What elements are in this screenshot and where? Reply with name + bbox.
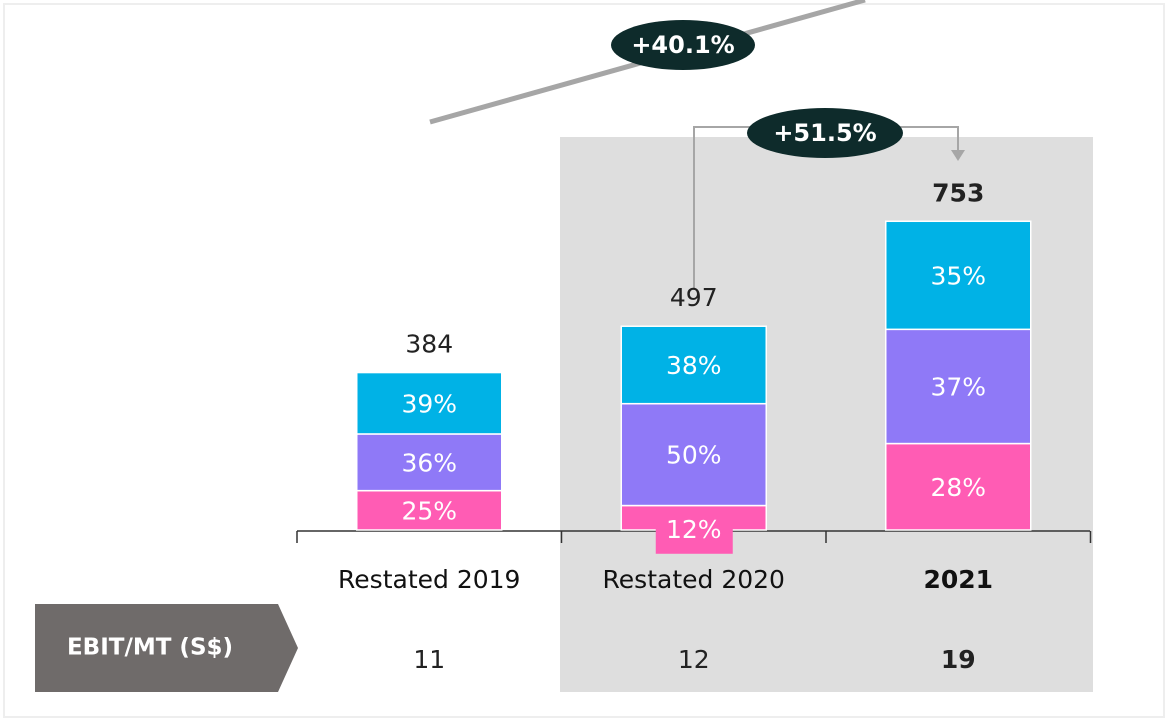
- bar-segment: [885, 442, 1032, 531]
- frame: [3, 3, 1165, 718]
- bracket: [898, 126, 959, 150]
- x-tick-label: Restated 2019: [338, 565, 520, 594]
- x-tick-label: Restated 2020: [603, 565, 785, 594]
- segment-label: 38%: [666, 351, 722, 380]
- ebit-tag: [35, 604, 298, 692]
- ebit-label: EBIT/MT (S$): [67, 635, 233, 661]
- bar-segment: [885, 328, 1032, 445]
- total-label: 384: [405, 330, 453, 359]
- segment-label: 35%: [930, 261, 986, 290]
- segment-label: 37%: [930, 372, 986, 401]
- arrow-head: [951, 150, 965, 161]
- ebit-value: 12: [678, 645, 710, 674]
- ebit-value: 11: [413, 645, 445, 674]
- bar-segment: [620, 325, 767, 405]
- growth-badge: [611, 20, 755, 70]
- segment-label: 50%: [666, 441, 722, 470]
- x-tick-label: 2021: [923, 565, 993, 594]
- ebit-value: 19: [941, 645, 976, 674]
- growth-recent: +51.5%: [773, 119, 876, 147]
- growth-badge: [747, 108, 903, 158]
- bar-segment: [356, 371, 503, 435]
- bar-segment: [356, 489, 503, 531]
- bar-segment: [356, 433, 503, 492]
- segment-label: 36%: [401, 448, 457, 477]
- segment-label: 28%: [930, 473, 986, 502]
- label-box: [655, 507, 733, 554]
- segment-label: 39%: [401, 389, 457, 418]
- growth-overall: +40.1%: [631, 31, 734, 59]
- bar-segment: [620, 402, 767, 507]
- bar-segment: [885, 220, 1032, 331]
- total-label: 753: [932, 178, 984, 207]
- segment-label: 25%: [401, 496, 457, 525]
- total-label: 497: [670, 283, 718, 312]
- bracket: [693, 126, 752, 290]
- segment-label: 12%: [666, 515, 722, 544]
